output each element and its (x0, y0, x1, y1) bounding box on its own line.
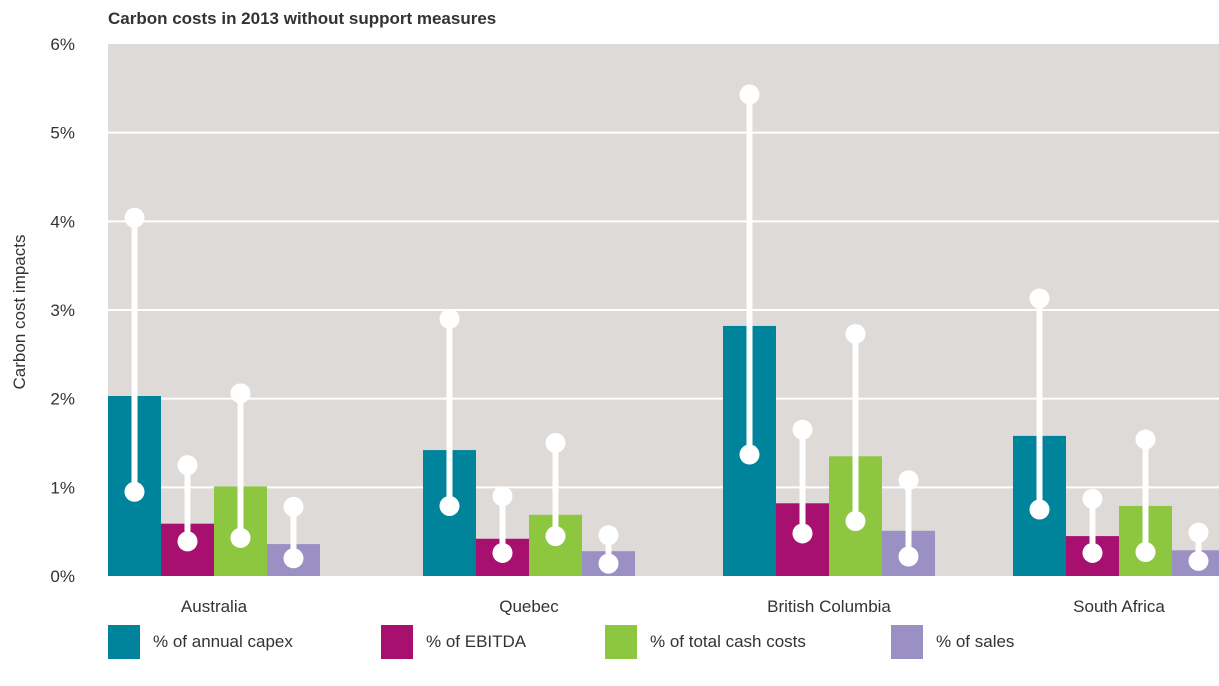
range-high-point (739, 84, 760, 105)
y-tick-label: 4% (50, 212, 75, 231)
range-high-point (230, 383, 251, 404)
range-high-point (1082, 488, 1103, 509)
range-high-point (177, 455, 198, 476)
legend-swatch (891, 625, 923, 659)
range-high-point (283, 496, 304, 517)
legend: % of annual capex % of EBITDA % of total c… (108, 625, 1208, 659)
range-low-point (1188, 550, 1209, 571)
y-tick-label: 2% (50, 390, 75, 409)
range-low-point (439, 495, 460, 516)
legend-label: % of sales (936, 632, 1015, 651)
range-low-point (230, 527, 251, 548)
legend-item: % of total cash costs (605, 625, 806, 659)
range-low-point (124, 481, 145, 502)
legend-swatch (108, 625, 140, 659)
y-axis-label: Carbon cost impacts (10, 235, 29, 390)
range-low-point (845, 511, 866, 532)
x-category-label: Quebec (499, 597, 559, 616)
range-low-point (283, 548, 304, 569)
x-axis-categories: Australia Quebec British Columbia South Afr… (181, 597, 1165, 616)
range-low-point (739, 444, 760, 465)
legend-swatch (605, 625, 637, 659)
chart-title: Carbon costs in 2013 without support mea… (108, 9, 497, 28)
legend-label: % of annual capex (153, 632, 293, 651)
legend-label: % of EBITDA (426, 632, 527, 651)
range-low-point (492, 542, 513, 563)
y-axis-ticks: 0% 1% 2% 3% 4% 5% 6% (50, 35, 75, 586)
range-high-point (845, 323, 866, 344)
range-low-point (898, 546, 919, 567)
range-high-point (492, 486, 513, 507)
chart-area: 0% 1% 2% 3% 4% 5% 6% Australia Quebec British Co… (10, 35, 1219, 616)
y-tick-label: 3% (50, 301, 75, 320)
range-low-point (598, 553, 619, 574)
range-high-point (898, 470, 919, 491)
range-high-point (1029, 288, 1050, 309)
x-category-label: South Africa (1073, 597, 1165, 616)
y-tick-label: 5% (50, 124, 75, 143)
legend-item: % of EBITDA (381, 625, 526, 659)
range-high-point (1188, 522, 1209, 543)
range-high-point (439, 308, 460, 329)
x-category-label: Australia (181, 597, 248, 616)
range-low-point (177, 531, 198, 552)
range-high-point (124, 207, 145, 228)
legend-label: % of total cash costs (650, 632, 806, 651)
y-tick-label: 0% (50, 567, 75, 586)
range-low-point (1029, 499, 1050, 520)
legend-item: % of annual capex (108, 625, 293, 659)
legend-swatch (381, 625, 413, 659)
range-high-point (545, 433, 566, 453)
range-low-point (1135, 542, 1156, 563)
range-low-point (545, 526, 566, 547)
range-low-point (1082, 542, 1103, 563)
range-low-point (792, 523, 813, 544)
range-markers (124, 84, 1209, 574)
range-high-point (598, 525, 619, 546)
x-category-label: British Columbia (767, 597, 891, 616)
range-high-point (1135, 429, 1156, 450)
range-high-point (792, 419, 813, 440)
y-tick-label: 6% (50, 35, 75, 54)
legend-item: % of sales (891, 625, 1014, 659)
y-tick-label: 1% (50, 478, 75, 497)
